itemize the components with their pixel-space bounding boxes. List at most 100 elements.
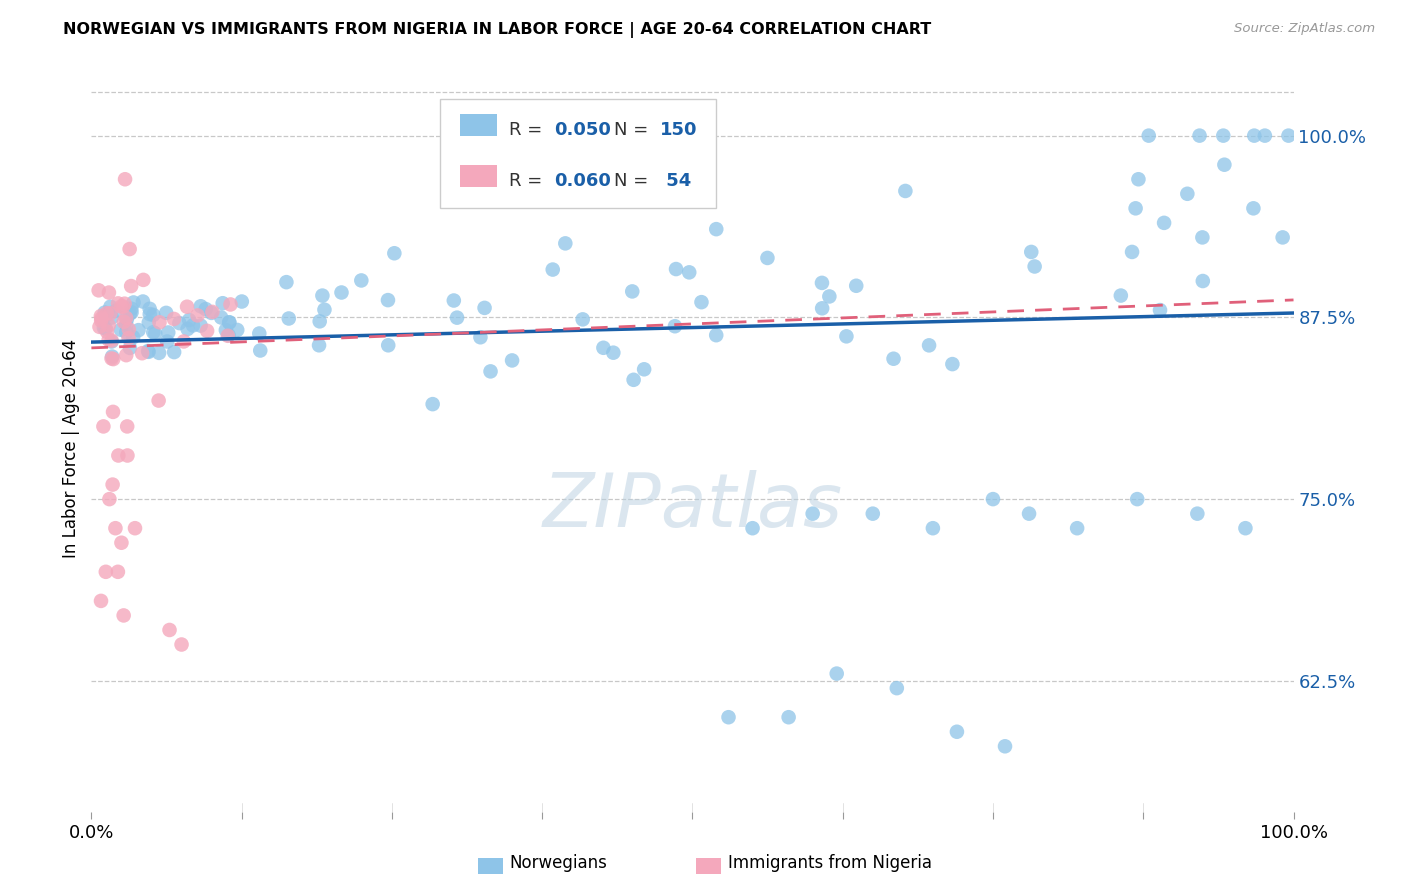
Point	[382, 246, 405, 260]
Point	[100, 334, 122, 348]
Point	[118, 307, 141, 321]
Point	[218, 315, 240, 329]
Point	[176, 322, 198, 336]
Point	[541, 262, 564, 277]
Point	[132, 273, 155, 287]
Point	[110, 300, 132, 314]
Point	[114, 172, 136, 186]
Point	[633, 362, 655, 376]
Point	[277, 311, 299, 326]
Point	[138, 316, 160, 330]
Point	[107, 565, 129, 579]
Point	[94, 309, 117, 323]
Point	[1066, 521, 1088, 535]
Point	[377, 293, 399, 307]
Point	[311, 288, 333, 302]
Point	[101, 405, 124, 419]
Point	[994, 739, 1017, 754]
Point	[90, 594, 112, 608]
Point	[93, 305, 115, 319]
Point	[89, 319, 111, 334]
Point	[350, 273, 373, 287]
Point	[922, 521, 945, 535]
Point	[886, 681, 908, 695]
Point	[142, 325, 165, 339]
Point	[139, 307, 162, 321]
Point	[94, 321, 117, 335]
Point	[97, 333, 120, 347]
Point	[308, 314, 330, 328]
Point	[115, 348, 138, 362]
Point	[159, 623, 181, 637]
Point	[96, 306, 118, 320]
Point	[201, 305, 224, 319]
Point	[115, 419, 138, 434]
Point	[1137, 128, 1160, 143]
Point	[100, 306, 122, 320]
Text: N =: N =	[614, 172, 654, 190]
Point	[883, 351, 905, 366]
Point	[181, 318, 204, 333]
Point	[592, 341, 614, 355]
Point	[112, 315, 135, 329]
Text: R =: R =	[509, 172, 547, 190]
Point	[1188, 128, 1211, 143]
Point	[215, 323, 238, 337]
Point	[474, 301, 496, 315]
Point	[554, 236, 576, 251]
Point	[155, 306, 177, 320]
Text: N =: N =	[614, 121, 654, 139]
Point	[117, 449, 139, 463]
Point	[218, 316, 240, 330]
Point	[1153, 216, 1175, 230]
Point	[717, 710, 740, 724]
Point	[128, 323, 150, 337]
Point	[623, 373, 645, 387]
Point	[1213, 158, 1236, 172]
Point	[1271, 230, 1294, 244]
Point	[894, 184, 917, 198]
Point	[479, 364, 502, 378]
Point	[176, 300, 198, 314]
Text: 0.050: 0.050	[554, 121, 612, 139]
Point	[87, 283, 110, 297]
Point	[1191, 274, 1213, 288]
Point	[93, 321, 115, 335]
Point	[100, 300, 122, 314]
Text: 0.060: 0.060	[554, 172, 612, 190]
Point	[1126, 492, 1149, 507]
Point	[1125, 202, 1147, 216]
Point	[157, 326, 180, 340]
Point	[138, 301, 160, 316]
Point	[835, 329, 858, 343]
Point	[825, 666, 848, 681]
Point	[249, 343, 271, 358]
Point	[1109, 288, 1132, 302]
Point	[120, 279, 142, 293]
Point	[163, 312, 186, 326]
Point	[818, 289, 841, 303]
Point	[143, 326, 166, 341]
Point	[97, 285, 120, 300]
Point	[226, 323, 249, 337]
Point	[190, 318, 212, 333]
Point	[97, 318, 120, 333]
Point	[217, 328, 239, 343]
Point	[704, 328, 727, 343]
Point	[112, 300, 135, 314]
Point	[918, 338, 941, 352]
Point	[103, 352, 125, 367]
Point	[115, 310, 138, 325]
Point	[1024, 260, 1046, 274]
Point	[862, 507, 884, 521]
Point	[104, 521, 127, 535]
Point	[981, 492, 1004, 507]
Point	[115, 318, 138, 332]
Point	[96, 325, 118, 339]
Point	[142, 308, 165, 322]
Point	[122, 295, 145, 310]
Point	[200, 306, 222, 320]
Point	[120, 301, 142, 316]
Point	[778, 710, 800, 724]
Point	[148, 346, 170, 360]
